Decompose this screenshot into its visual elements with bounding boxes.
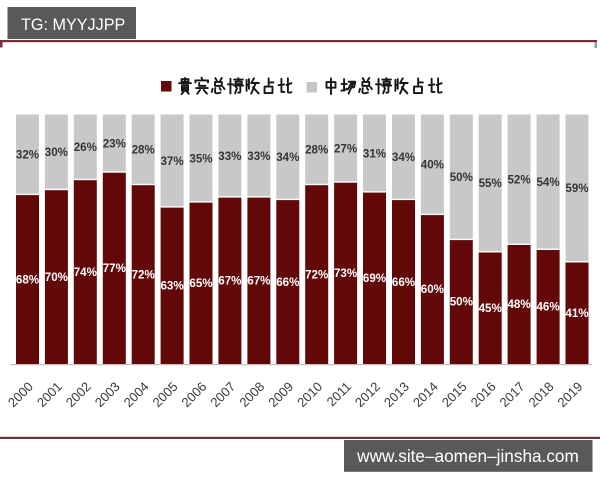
svg-text:28%: 28% (132, 144, 155, 157)
svg-text:31%: 31% (363, 147, 386, 160)
svg-text:74%: 74% (74, 266, 97, 279)
svg-text:63%: 63% (160, 280, 183, 293)
svg-text:69%: 69% (363, 272, 386, 285)
svg-text:67%: 67% (218, 275, 241, 288)
svg-text:68%: 68% (16, 273, 39, 286)
svg-text:41%: 41% (565, 307, 588, 320)
svg-text:35%: 35% (189, 152, 212, 165)
svg-text:33%: 33% (247, 150, 270, 163)
svg-text:34%: 34% (392, 151, 415, 164)
svg-text:65%: 65% (189, 277, 212, 290)
svg-text:27%: 27% (334, 142, 357, 155)
svg-text:52%: 52% (507, 174, 530, 187)
svg-text:34%: 34% (276, 151, 299, 164)
svg-text:26%: 26% (74, 141, 97, 154)
svg-text:50%: 50% (450, 296, 473, 309)
svg-text:37%: 37% (160, 155, 183, 168)
svg-text:67%: 67% (247, 275, 270, 288)
svg-text:73%: 73% (334, 267, 357, 280)
svg-text:45%: 45% (479, 302, 502, 315)
svg-text:46%: 46% (536, 301, 559, 314)
svg-text:77%: 77% (103, 262, 126, 275)
svg-text:66%: 66% (392, 276, 415, 289)
svg-text:23%: 23% (103, 137, 126, 150)
svg-text:72%: 72% (305, 268, 328, 281)
svg-text:40%: 40% (421, 159, 444, 172)
svg-text:50%: 50% (450, 171, 473, 184)
svg-text:TG: MYYJJPP: TG: MYYJJPP (21, 16, 125, 34)
svg-text:48%: 48% (507, 298, 530, 311)
svg-text:54%: 54% (536, 176, 559, 189)
svg-text:55%: 55% (479, 177, 502, 190)
svg-text:60%: 60% (421, 283, 444, 296)
svg-text:30%: 30% (45, 146, 68, 159)
svg-text:70%: 70% (45, 271, 68, 284)
svg-text:59%: 59% (565, 182, 588, 195)
svg-text:72%: 72% (132, 268, 155, 281)
svg-text:www.site–aomen–jinsha.com: www.site–aomen–jinsha.com (356, 446, 579, 466)
svg-text:32%: 32% (16, 149, 39, 162)
svg-text:33%: 33% (218, 150, 241, 163)
svg-text:28%: 28% (305, 144, 328, 157)
svg-text:66%: 66% (276, 276, 299, 289)
